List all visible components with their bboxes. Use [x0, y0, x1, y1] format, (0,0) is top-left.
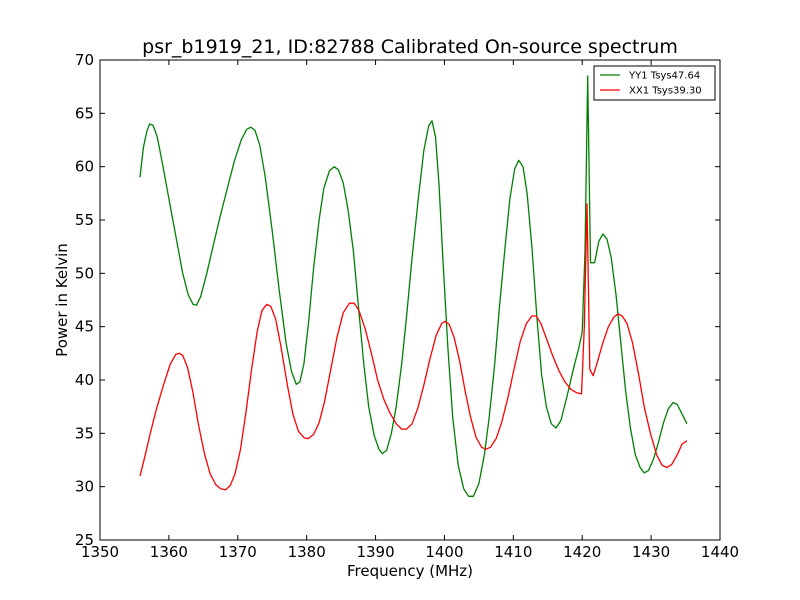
y-axis-ticks: 25 30 35 40 45 50 55 60 65 70	[75, 51, 720, 549]
y-tick-label: 65	[75, 104, 94, 122]
y-tick-label: 45	[75, 318, 94, 336]
y-tick-label: 35	[75, 424, 94, 442]
x-tick-label: 1440	[701, 543, 739, 561]
y-axis-label: Power in Kelvin	[53, 243, 71, 357]
y-tick-label: 25	[75, 531, 94, 549]
series-line-yy1	[139, 75, 688, 497]
x-axis-label: Frequency (MHz)	[347, 562, 473, 580]
y-tick-label: 70	[75, 51, 94, 69]
plot-frame	[99, 59, 721, 541]
legend-label-yy1: YY1 Tsys47.64	[628, 71, 700, 82]
series-line-xx1	[139, 203, 688, 491]
y-tick-label: 55	[75, 211, 94, 229]
legend: YY1 Tsys47.64 XX1 Tsys39.30	[593, 65, 716, 101]
x-tick-label: 1400	[425, 543, 463, 561]
y-tick-label: 30	[75, 478, 94, 496]
x-tick-label: 1360	[150, 543, 188, 561]
x-tick-label: 1420	[563, 543, 601, 561]
legend-box	[593, 65, 716, 101]
chart-title: psr_b1919_21, ID:82788 Calibrated On-sou…	[142, 36, 678, 58]
x-tick-label: 1410	[494, 543, 532, 561]
x-tick-label: 1380	[288, 543, 326, 561]
series-layer	[139, 75, 688, 497]
legend-label-xx1: XX1 Tsys39.30	[629, 86, 702, 97]
y-tick-label: 60	[75, 158, 94, 176]
x-axis-ticks: 1350 1360 1370 1380 1390 1400 1410 1420 1430 1440	[81, 60, 739, 561]
x-tick-label: 1350	[81, 543, 119, 561]
y-tick-label: 40	[75, 371, 94, 389]
y-tick-label: 50	[75, 264, 94, 282]
x-tick-label: 1430	[632, 543, 670, 561]
x-tick-label: 1370	[219, 543, 257, 561]
x-tick-label: 1390	[356, 543, 394, 561]
